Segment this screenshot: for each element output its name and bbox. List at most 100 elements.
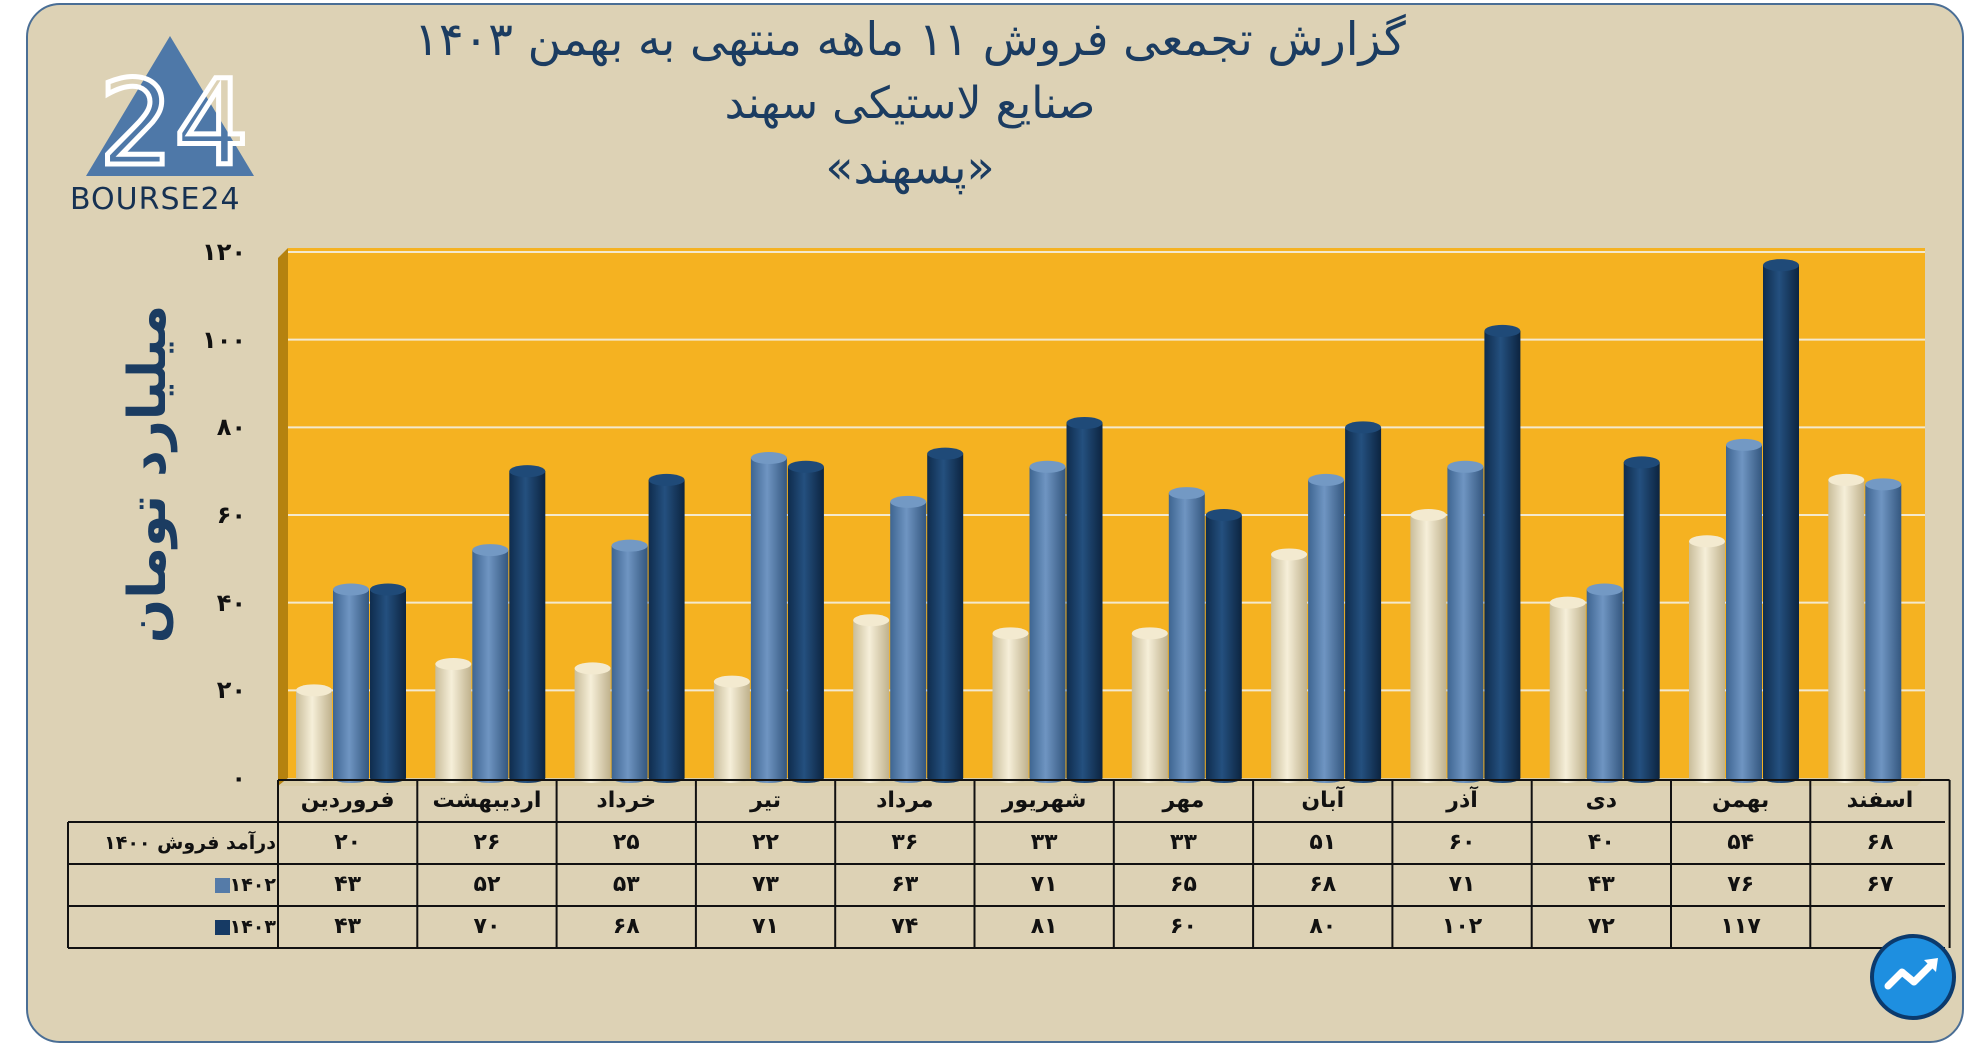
bar-0-1 (435, 664, 472, 778)
x-tick-label: دی (1585, 788, 1618, 813)
bar-cap-2-9 (1623, 456, 1660, 469)
data-label: ۶۸ (1866, 830, 1894, 855)
bar-cap-2-8 (1484, 324, 1521, 337)
data-label: ۸۰ (1309, 914, 1337, 939)
y-tick-label: ۱۲۰ (202, 238, 246, 266)
bourse24-logo-icon: 24 (86, 36, 254, 195)
chart-title-line1: گزارش تجمعی فروش ۱۱ ماهه منتهی به بهمن ۱… (414, 12, 1406, 66)
bar-cap-0-1 (435, 658, 472, 671)
bar-cap-0-11 (1828, 473, 1865, 486)
bar-2-3 (787, 466, 824, 778)
bar-cap-1-5 (1029, 460, 1066, 473)
bar-cap-0-3 (713, 675, 750, 688)
bar-cap-1-4 (890, 495, 927, 508)
bar-cap-2-3 (787, 460, 824, 473)
trend-badge-icon (1870, 934, 1956, 1020)
y-tick-label: ۱۰۰ (202, 325, 246, 354)
data-label: ۷۴ (891, 914, 919, 939)
x-tick-label: اردیبهشت (432, 788, 542, 813)
data-label: ۴۰ (1587, 830, 1615, 855)
data-label: ۴۳ (1587, 872, 1615, 897)
bar-cap-2-5 (1066, 416, 1103, 429)
data-label: ۸۱ (1030, 914, 1058, 939)
bar-cap-1-9 (1586, 583, 1623, 596)
bar-1-1 (472, 550, 509, 778)
logo-mark: 24 (99, 54, 249, 192)
data-label: ۵۴ (1727, 830, 1755, 855)
y-tick-label: ۴۰ (216, 588, 246, 617)
legend-swatch (214, 920, 230, 935)
bar-cap-0-9 (1549, 596, 1586, 609)
bar-1-2 (611, 545, 648, 778)
bar-cap-2-1 (509, 465, 546, 478)
bar-2-5 (1066, 422, 1103, 778)
bar-2-4 (927, 453, 964, 778)
x-tick-label: مرداد (876, 788, 934, 813)
bar-0-6 (1131, 633, 1168, 778)
bar-0-10 (1689, 541, 1725, 778)
data-label: ۵۲ (473, 872, 501, 897)
bar-cap-1-6 (1168, 487, 1205, 500)
x-tick-label: تیر (750, 788, 781, 813)
bar-cap-0-4 (853, 614, 890, 627)
bar-2-6 (1205, 515, 1242, 778)
data-label: ۷۲ (1587, 914, 1615, 939)
bar-0-9 (1549, 602, 1586, 778)
data-label: ۶۰ (1170, 914, 1197, 939)
bar-1-8 (1447, 466, 1484, 778)
bar-cap-1-10 (1726, 438, 1762, 451)
bar-1-6 (1168, 493, 1205, 778)
bar-1-5 (1029, 466, 1066, 778)
x-tick-label: اسفند (1846, 788, 1914, 813)
bar-cap-1-0 (333, 583, 369, 596)
bar-0-11 (1828, 479, 1865, 778)
chart-title-line3: «پسهند» (825, 140, 995, 194)
x-tick-label: آذر (1446, 788, 1478, 813)
data-label: ۶۳ (891, 872, 919, 897)
data-label: ۷۰ (473, 914, 501, 939)
bar-cap-0-10 (1689, 535, 1725, 548)
data-label: ۷۶ (1727, 872, 1755, 897)
bar-cap-2-0 (370, 583, 406, 596)
bar-2-8 (1484, 330, 1521, 778)
x-tick-label: خرداد (596, 788, 657, 813)
bar-cap-1-11 (1865, 478, 1902, 491)
bar-2-2 (648, 479, 685, 778)
bar-cap-1-1 (472, 544, 509, 557)
data-label: ۷۱ (752, 914, 779, 939)
data-label: ۲۵ (612, 830, 640, 855)
legend-entry: درآمد فروش ۱۴۰۰ (70, 822, 276, 864)
data-label: ۳۶ (891, 830, 919, 855)
data-label: ۶۵ (1170, 872, 1197, 897)
bar-0-5 (992, 633, 1029, 778)
bar-0-0 (296, 690, 332, 778)
legend-label: درآمد فروش ۱۴۰۰ (104, 832, 276, 854)
legend-label: ۱۴۰۲ (229, 874, 276, 896)
legend-entry: ۱۴۰۲ (70, 864, 276, 906)
bar-1-9 (1586, 589, 1623, 778)
bar-2-1 (509, 471, 546, 778)
bar-cap-0-7 (1271, 548, 1308, 561)
data-label: ۶۸ (1309, 872, 1337, 897)
bar-1-7 (1308, 479, 1345, 778)
data-label: ۷۱ (1448, 872, 1476, 897)
data-label: ۲۲ (752, 830, 779, 855)
legend-entry: ۱۴۰۳ (70, 906, 276, 948)
bar-cap-2-6 (1205, 509, 1242, 521)
bar-cap-2-2 (648, 473, 685, 486)
y-axis-label: میلیارد تومان (118, 304, 178, 644)
legend-swatch (214, 878, 230, 893)
bar-cap-2-7 (1345, 421, 1382, 434)
bar-1-11 (1865, 484, 1902, 778)
data-label: ۵۱ (1309, 830, 1337, 855)
bar-0-2 (574, 668, 611, 778)
bar-cap-1-3 (750, 452, 787, 465)
bar-cap-1-7 (1308, 473, 1345, 486)
bar-2-7 (1345, 427, 1382, 778)
data-label: ۳۳ (1170, 830, 1197, 855)
y-tick-label: ۰ (231, 764, 246, 792)
chart-title-line2: صنایع لاستیکی سهند (724, 78, 1096, 129)
bar-cap-1-2 (611, 539, 648, 552)
data-label: ۳۳ (1030, 830, 1058, 855)
